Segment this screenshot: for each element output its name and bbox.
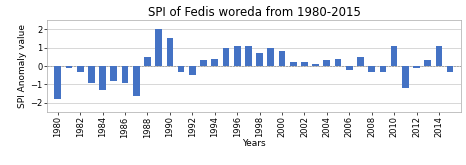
Bar — [122, 66, 129, 83]
Bar — [88, 66, 95, 83]
Bar — [110, 66, 117, 81]
X-axis label: Years: Years — [242, 139, 266, 148]
Bar — [447, 66, 453, 72]
Bar — [335, 59, 342, 66]
Bar — [425, 60, 431, 66]
Bar — [200, 60, 207, 66]
Bar — [267, 48, 274, 66]
Bar — [234, 46, 240, 66]
Bar — [133, 66, 140, 96]
Bar — [391, 46, 397, 66]
Bar — [212, 59, 218, 66]
Bar — [245, 46, 252, 66]
Bar — [357, 57, 364, 66]
Bar — [155, 29, 162, 66]
Bar — [301, 62, 308, 66]
Bar — [55, 66, 61, 99]
Bar — [166, 38, 173, 66]
Bar — [189, 66, 196, 75]
Bar — [66, 66, 72, 68]
Bar — [290, 62, 296, 66]
Bar — [413, 66, 420, 68]
Bar — [402, 66, 409, 88]
Bar — [144, 57, 151, 66]
Bar — [279, 51, 285, 66]
Bar — [436, 46, 442, 66]
Bar — [312, 64, 319, 66]
Y-axis label: SPI Anomaly value: SPI Anomaly value — [18, 24, 27, 108]
Bar — [77, 66, 83, 72]
Bar — [223, 48, 229, 66]
Bar — [178, 66, 185, 72]
Bar — [346, 66, 353, 70]
Title: SPI of Fedis woreda from 1980-2015: SPI of Fedis woreda from 1980-2015 — [148, 6, 360, 19]
Bar — [256, 53, 263, 66]
Bar — [99, 66, 106, 90]
Bar — [379, 66, 386, 72]
Bar — [323, 60, 330, 66]
Bar — [368, 66, 375, 72]
